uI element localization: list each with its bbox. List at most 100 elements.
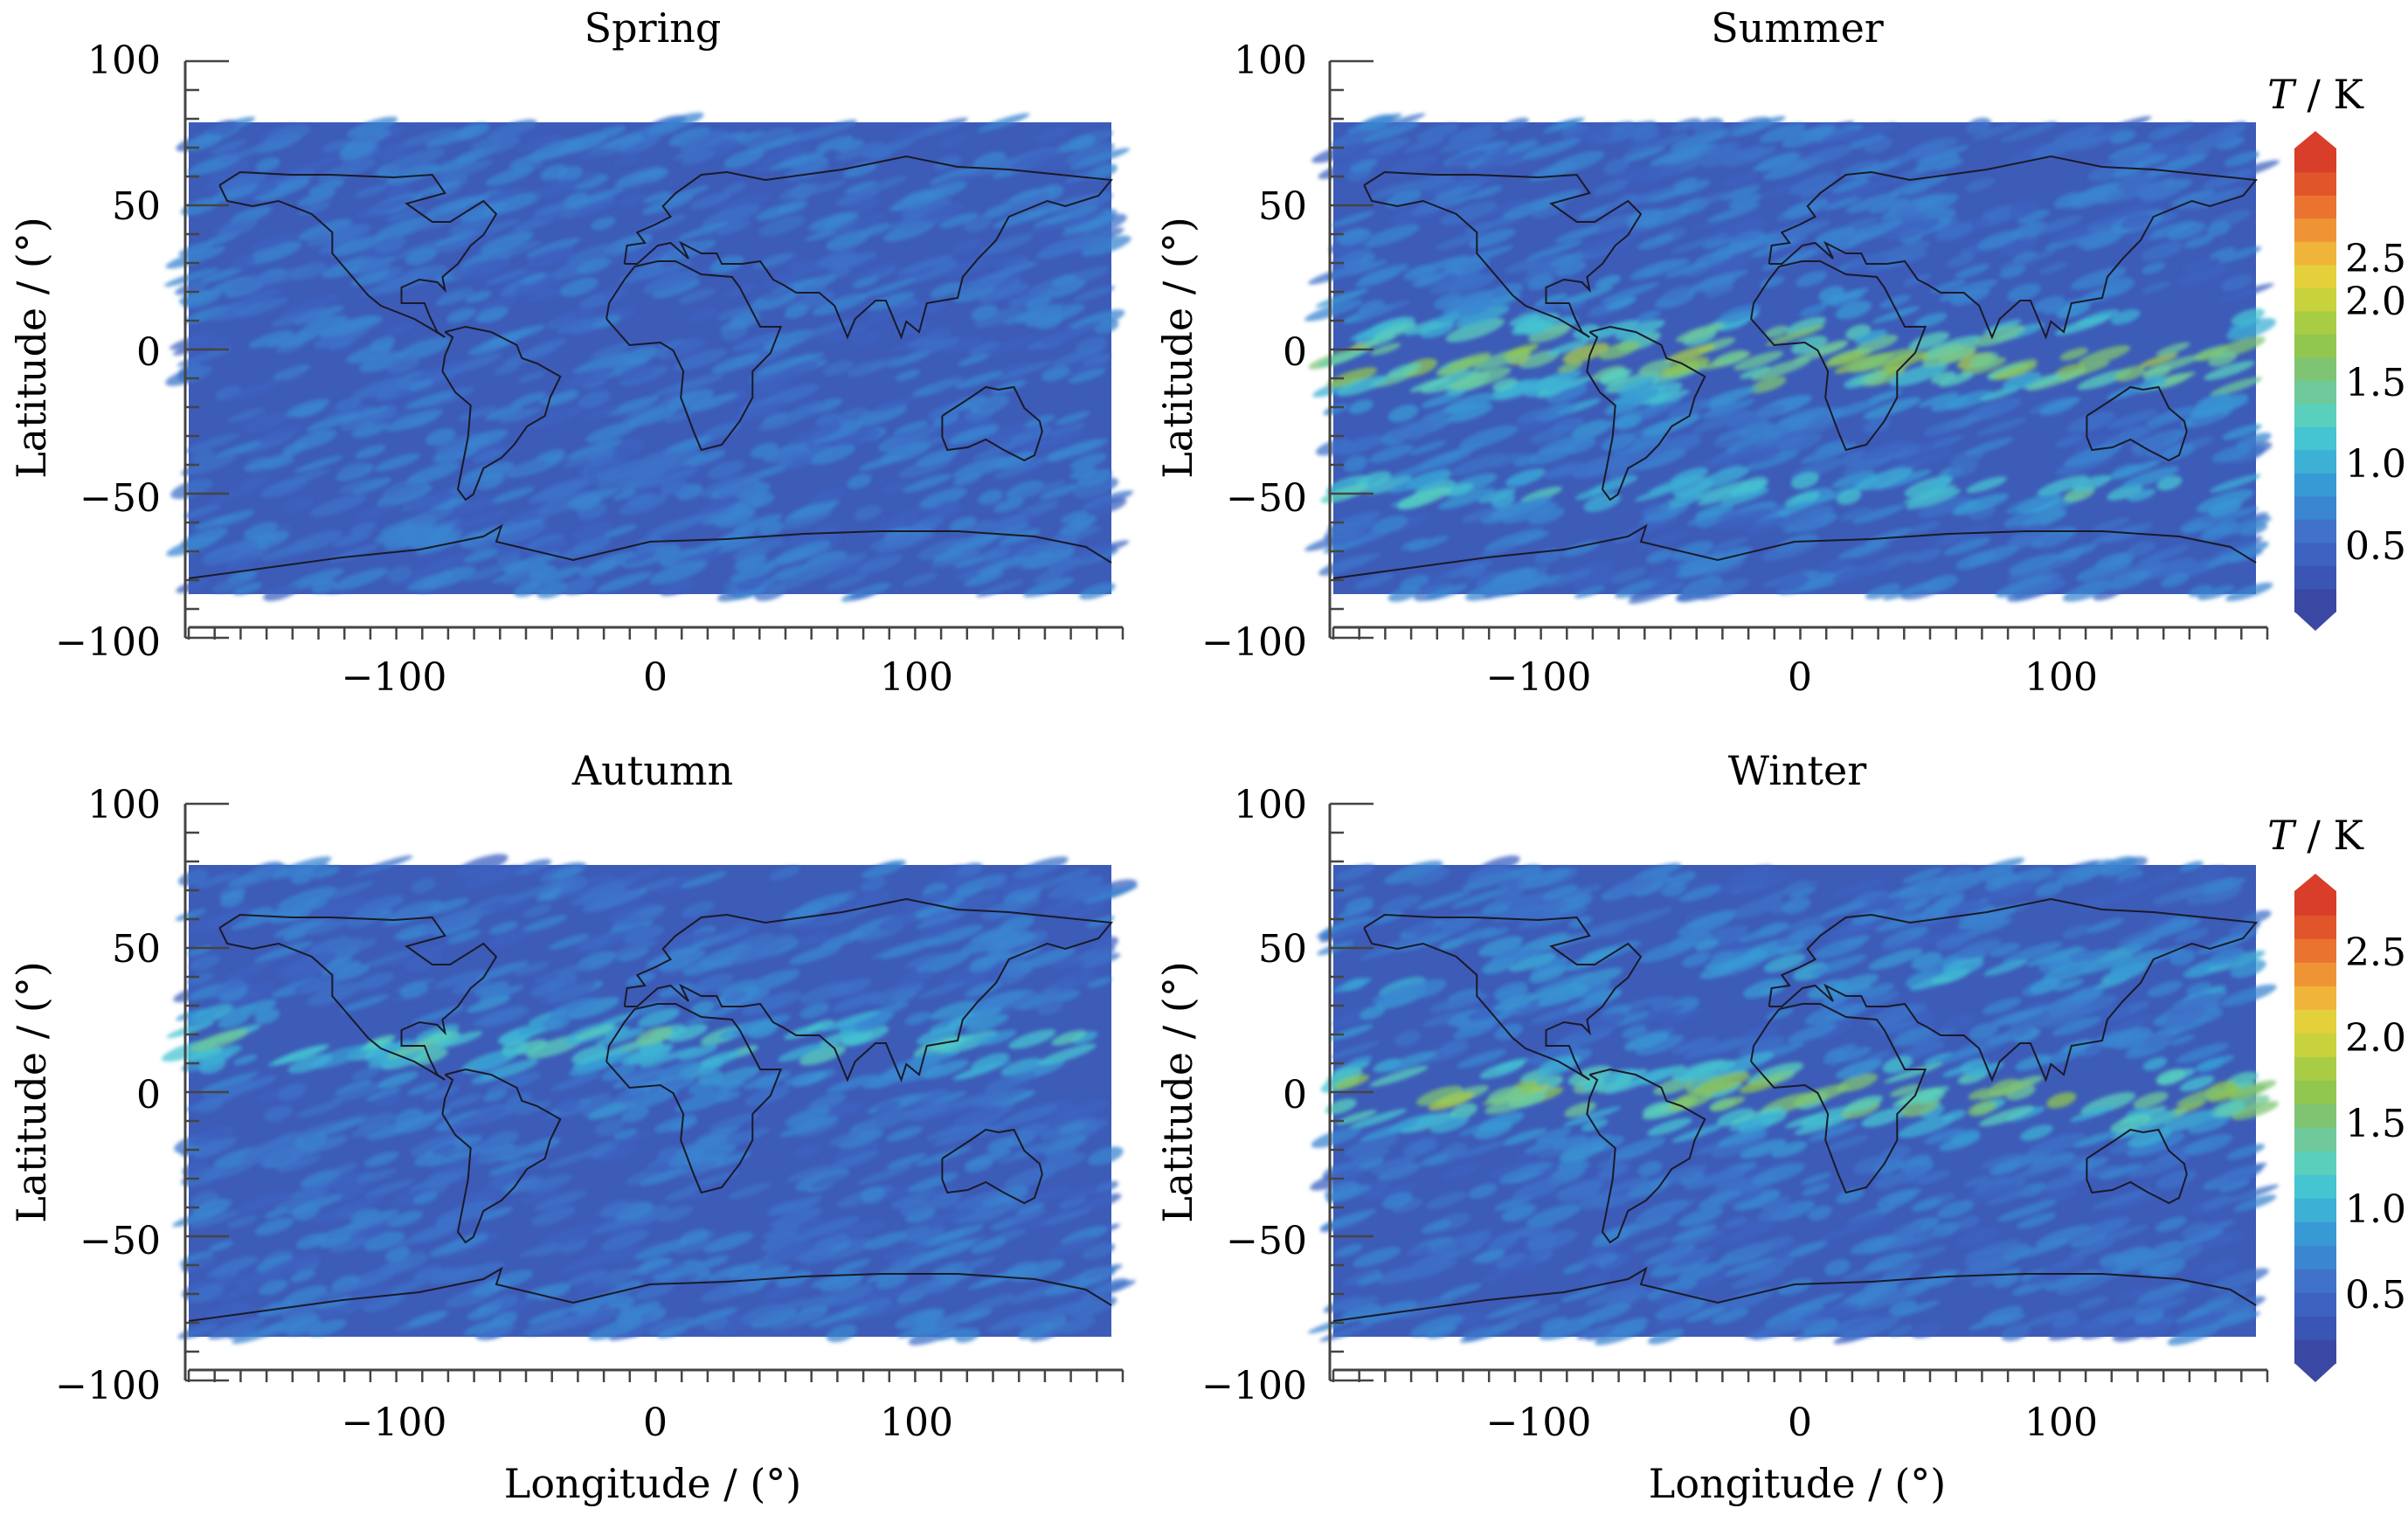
y-tick-label: −100 <box>55 620 161 665</box>
field-cell <box>1461 508 1498 523</box>
field-cell <box>679 129 730 153</box>
field-cell <box>2017 209 2050 224</box>
field-cell <box>1073 477 1119 499</box>
field-cell <box>758 411 808 431</box>
field-cell <box>1073 286 1115 301</box>
field-cell <box>1650 390 1690 405</box>
field-cell <box>1082 354 1111 368</box>
field-cell <box>322 140 349 153</box>
field-cell <box>1761 536 1822 562</box>
colorbar-swatch <box>2294 565 2336 590</box>
field-cell <box>517 134 563 153</box>
field-cell <box>266 124 311 146</box>
field-cell <box>1051 346 1106 366</box>
field-cell <box>606 250 639 264</box>
field-cell <box>2210 247 2237 259</box>
field-cell <box>808 211 855 232</box>
field-cell <box>734 554 767 571</box>
field-cell <box>978 283 1030 303</box>
field-cell <box>566 488 617 508</box>
field-cell <box>1749 376 1787 394</box>
field-cell <box>557 315 604 335</box>
colorbar-bottom-arrow <box>2294 612 2336 631</box>
field-cell <box>854 504 882 522</box>
field-cell <box>306 412 360 432</box>
field-cell <box>1694 452 1745 471</box>
colorbar-swatch <box>2294 149 2336 173</box>
field-cell <box>283 156 340 177</box>
colorbar-swatch <box>2294 1056 2336 1081</box>
field-cell <box>298 218 353 240</box>
field-cell <box>860 223 891 237</box>
colorbar-swatch <box>2294 1033 2336 1057</box>
colorbar-swatch <box>2294 1080 2336 1104</box>
field-cell <box>457 406 497 421</box>
field-cell <box>866 176 908 191</box>
field-cell <box>2000 121 2058 142</box>
field-cell <box>867 291 915 311</box>
field-cell <box>751 374 792 392</box>
y-tick-label: −100 <box>1201 1364 1307 1408</box>
colorbar-swatch <box>2294 403 2336 427</box>
field-cell <box>1740 476 1768 494</box>
field-cell <box>1068 368 1106 384</box>
field-cell <box>1421 391 1465 408</box>
field-cell <box>1368 137 1411 156</box>
field-cell <box>994 462 1037 480</box>
field-cell <box>700 497 739 514</box>
map-area <box>1304 113 2280 605</box>
field-cell <box>967 341 1001 356</box>
field-cell <box>1965 117 1992 135</box>
field-cell <box>1061 322 1102 337</box>
field-cell <box>788 259 814 276</box>
field-cell <box>562 448 616 468</box>
field-cell <box>2196 488 2254 513</box>
field-cell <box>433 230 479 246</box>
field-cell <box>1715 508 1773 531</box>
field-cell <box>640 468 698 489</box>
field-cell <box>993 498 1024 513</box>
field-cell <box>868 531 915 550</box>
field-cell <box>1385 190 1422 208</box>
field-cell <box>2225 582 2273 602</box>
field-cell <box>1387 405 1419 423</box>
field-cell <box>1664 262 1707 278</box>
field-cell <box>1055 411 1090 425</box>
field-cell <box>1698 191 1733 205</box>
field-cell <box>218 143 273 163</box>
field-cell <box>1601 432 1635 451</box>
field-cell <box>1977 230 2023 250</box>
field-cell <box>446 353 502 374</box>
colorbar-tick-label: 2.5 <box>2345 237 2406 281</box>
field-cell <box>2072 474 2111 492</box>
field-cell <box>1655 145 1706 163</box>
field-cell <box>1318 348 1371 367</box>
field-cell <box>655 339 687 354</box>
field-cell <box>1649 432 1702 453</box>
field-cell <box>1008 292 1050 308</box>
field-cell <box>1407 181 1466 202</box>
colorbar-swatch <box>2294 1151 2336 1175</box>
field-cell <box>362 274 422 297</box>
field-cell <box>1712 536 1748 551</box>
field-cell <box>524 565 584 588</box>
field-cell <box>255 157 280 172</box>
map-area <box>163 112 1133 602</box>
field-cell <box>1738 420 1773 439</box>
field-cell <box>1732 115 1786 136</box>
field-cell <box>1832 470 1876 488</box>
field-cell <box>246 241 302 265</box>
field-cell <box>540 164 569 181</box>
field-cell <box>1332 125 1389 148</box>
field-cell <box>1670 233 1728 253</box>
field-cell <box>2066 411 2116 433</box>
field-cell <box>1789 173 1838 196</box>
field-cell <box>163 267 219 287</box>
field-cell <box>1818 556 1854 571</box>
field-cell <box>1697 486 1749 506</box>
field-cell <box>2210 377 2262 397</box>
x-axis: −100 0 100 <box>187 1368 1124 1445</box>
field-cell <box>1353 572 1394 590</box>
field-cell <box>1642 259 1690 277</box>
field-cell <box>612 489 637 501</box>
